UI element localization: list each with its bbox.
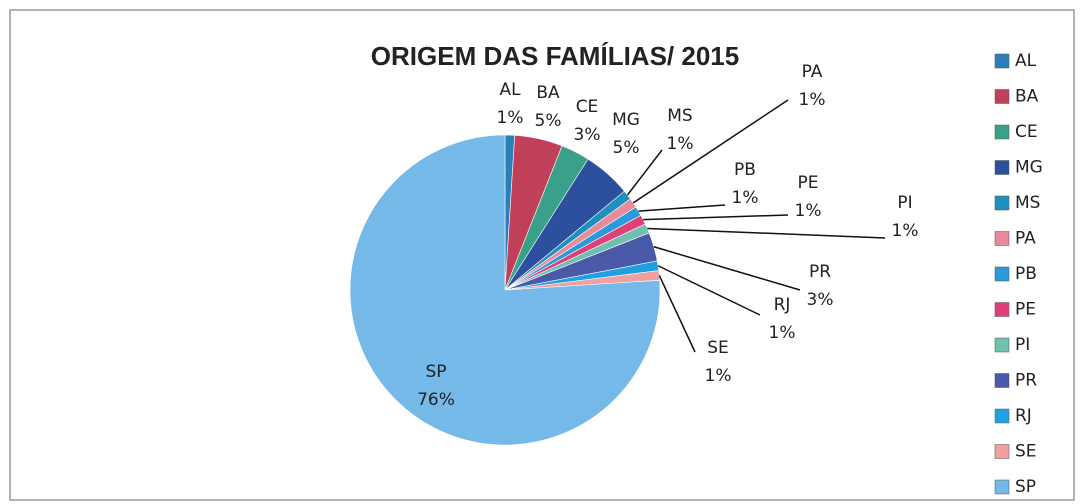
- slice-value-label: 1%: [892, 221, 919, 241]
- legend-swatch: [994, 89, 1010, 104]
- legend-swatch: [994, 124, 1010, 140]
- legend-label: PE: [1015, 300, 1036, 320]
- chart-title: ORIGEM DAS FAMÍLIAS/ 2015: [371, 41, 739, 71]
- legend-label: CE: [1015, 122, 1038, 142]
- legend-label: SE: [1015, 442, 1037, 462]
- legend-swatch: [994, 444, 1010, 459]
- slice-category-label: PA: [802, 62, 823, 82]
- slice-category-label: MG: [612, 110, 640, 130]
- legend-swatch: [994, 231, 1010, 246]
- leader-line: [638, 204, 726, 212]
- legend-label: MG: [1015, 158, 1043, 178]
- legend-swatch: [994, 266, 1010, 282]
- slice-category-label: PR: [809, 262, 831, 282]
- legend-swatch: [994, 479, 1010, 495]
- slice-category-label: PE: [798, 173, 819, 193]
- leader-line: [643, 214, 789, 221]
- leader-line: [657, 265, 761, 316]
- legend-swatch: [994, 160, 1010, 175]
- slice-value-label: 1%: [732, 188, 759, 208]
- slice-category-label: BA: [536, 83, 560, 103]
- legend-swatch: [994, 53, 1010, 69]
- legend-label: PA: [1015, 229, 1036, 249]
- legend-label: SP: [1015, 477, 1036, 497]
- legend-swatch: [994, 373, 1010, 388]
- slice-value-label: 1%: [769, 323, 796, 343]
- slice-category-label: AL: [499, 80, 521, 100]
- slice-category-label: PI: [897, 193, 912, 213]
- slice-value-label: 5%: [613, 138, 640, 158]
- legend-swatch: [994, 408, 1010, 424]
- slice-value-label: 5%: [535, 111, 562, 131]
- pie-slice: [349, 134, 661, 446]
- legend-label: MS: [1015, 193, 1040, 213]
- slice-value-label: 1%: [667, 134, 694, 154]
- leader-line: [658, 275, 696, 353]
- slice-category-label: SP: [425, 362, 446, 382]
- legend-swatch: [994, 302, 1010, 317]
- slice-value-label: 1%: [795, 201, 822, 221]
- legend-swatch: [994, 337, 1010, 353]
- legend-swatch: [994, 195, 1010, 211]
- slice-value-label: 1%: [705, 366, 732, 386]
- legend-label: RJ: [1015, 406, 1032, 426]
- leader-line: [647, 227, 886, 239]
- legend-label: AL: [1015, 51, 1037, 71]
- legend-label: PR: [1015, 371, 1037, 391]
- slice-category-label: PB: [734, 160, 756, 180]
- slice-category-label: SE: [707, 338, 729, 358]
- leader-line: [653, 246, 801, 291]
- leader-line: [626, 149, 663, 196]
- slice-value-label: 3%: [574, 125, 601, 145]
- slice-category-label: RJ: [774, 295, 791, 315]
- legend-label: PB: [1015, 264, 1037, 284]
- slice-value-label: 76%: [417, 390, 455, 410]
- leader-line: [632, 99, 789, 204]
- slice-category-label: CE: [576, 97, 599, 117]
- legend-label: PI: [1015, 335, 1030, 355]
- legend-label: BA: [1015, 87, 1039, 107]
- slice-value-label: 1%: [497, 108, 524, 128]
- slice-category-label: MS: [667, 106, 692, 126]
- slice-value-label: 1%: [799, 90, 826, 110]
- slice-value-label: 3%: [807, 290, 834, 310]
